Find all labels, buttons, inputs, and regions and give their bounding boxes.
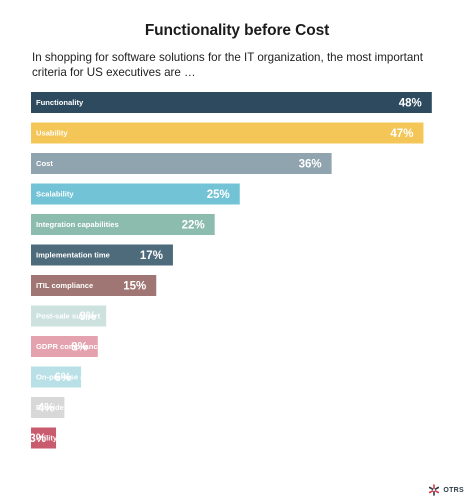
bar	[31, 244, 173, 266]
bar-group: Scalability 25%	[31, 183, 240, 205]
otrs-star-icon	[429, 484, 440, 496]
bar	[31, 427, 57, 449]
bar	[31, 153, 332, 174]
bar-value-label: 17%	[140, 250, 163, 262]
bar-value-label: 22%	[182, 220, 205, 232]
bar	[31, 336, 98, 357]
bar-label: On-premise availability	[36, 373, 120, 382]
bar-group: Cost 36%	[31, 153, 332, 174]
bar-label: Implementation time	[36, 251, 110, 260]
bar	[31, 214, 215, 235]
bar-group: Usability 47%	[31, 122, 424, 144]
bar-label: Utility in other operational areas	[36, 434, 152, 443]
bar-value-label: 9%	[80, 311, 97, 323]
bar-label: Provider industry expertise	[36, 403, 134, 412]
bar-value-label: 25%	[207, 189, 230, 201]
bar-label: Post-sale support	[36, 312, 101, 321]
chart-subtitle: In shopping for software solutions for t…	[32, 51, 423, 79]
bar-label: GDPR compliance / security practices	[36, 342, 173, 351]
bar-label: Functionality	[36, 98, 84, 107]
bar	[31, 183, 240, 205]
bar	[31, 397, 65, 418]
bar-value-label: 36%	[299, 159, 322, 171]
bar-value-label: 48%	[399, 98, 422, 110]
bar-group: Functionality 48%	[31, 92, 432, 113]
chart-title: Functionality before Cost	[144, 22, 330, 39]
bar-value-label: 6%	[54, 372, 71, 384]
bar-value-label: 15%	[123, 281, 146, 293]
bar	[31, 366, 82, 388]
bar-label: Scalability	[36, 190, 74, 199]
otrs-logo-text: OTRS	[443, 486, 464, 494]
bar-value-label: 3%	[29, 433, 46, 445]
otrs-logo: OTRS	[428, 484, 464, 496]
bar	[31, 122, 424, 144]
bar-label: Integration capabilities	[36, 220, 119, 229]
bar-group: ITIL compliance 15%	[31, 275, 157, 296]
bar-value-label: 47%	[390, 128, 413, 140]
bar-chart: Functionality 48% Usability 47% Cost 36% Scala…	[29, 92, 432, 449]
bar-label: Cost	[36, 159, 53, 168]
bar-value-label: 4%	[38, 403, 55, 415]
bar	[31, 92, 432, 113]
bar-value-label: 8%	[71, 342, 88, 354]
bar-label: ITIL compliance	[36, 281, 93, 290]
bar-label: Usability	[36, 129, 68, 138]
bar-group: Implementation time 17%	[31, 244, 173, 266]
bar	[31, 305, 107, 327]
bar	[31, 275, 157, 296]
bar-group: Integration capabilities 22%	[31, 214, 215, 235]
